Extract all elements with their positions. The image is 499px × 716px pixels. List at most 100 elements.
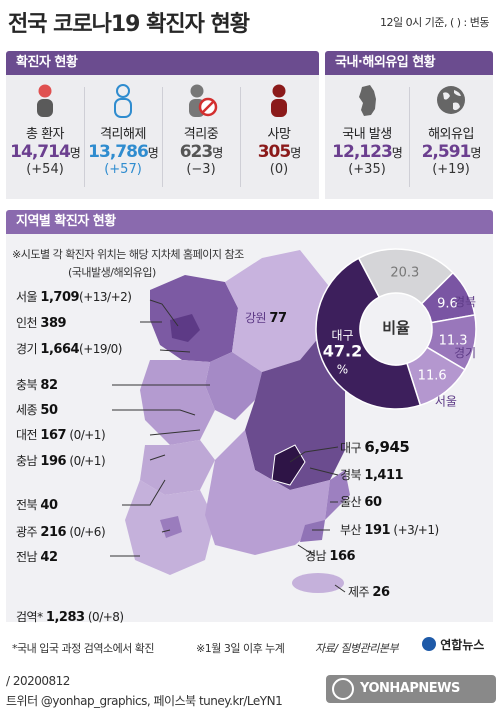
region-label-gyeongbuk: 경북 1,411: [340, 468, 404, 483]
pie-value-label: 20.3: [390, 266, 419, 281]
page-title: 전국 코로나19 확진자 현황: [8, 6, 250, 38]
watermark: YONHAPNEWS: [326, 675, 496, 703]
stat-deceased: 사망 305명 (0): [239, 83, 319, 177]
region-label-incheon: 인천 389: [16, 316, 67, 331]
stat-label: 해외유입: [428, 127, 474, 142]
stat-value: 14,714명: [10, 142, 81, 162]
site-note: ※시도별 각 확진자 위치는 해당 지차체 홈페이지 참조: [12, 248, 244, 261]
divider: [240, 87, 241, 187]
stat-change: (+19): [432, 162, 470, 177]
origin-section-header: 국내·해외유입 현황: [325, 51, 493, 75]
stat-domestic: 국내 발생 12,123명 (+35): [327, 83, 407, 177]
quarantine-footnote: *국내 입국 과정 검역소에서 확진: [12, 642, 155, 655]
stat-change: (+54): [26, 162, 64, 177]
pie-value-label: 47.2: [323, 341, 362, 360]
map-region-gwangju: [160, 516, 182, 538]
globe-icon: [437, 86, 465, 114]
divider: [409, 87, 410, 187]
divider: [84, 87, 85, 187]
region-label-gangwon: 강원 77: [245, 311, 287, 326]
map-region-jeonbuk: [140, 440, 215, 495]
stat-change: (+57): [104, 162, 142, 177]
stat-change: (+35): [348, 162, 386, 177]
divider: [162, 87, 163, 187]
region-label-jeonbuk: 전북 40: [16, 498, 58, 513]
region-label-quarantine: 검역* 1,283 (0/+8): [16, 610, 124, 625]
watermark-text: YONHAPNEWS: [360, 681, 460, 696]
stat-change: (−3): [186, 162, 216, 177]
map-region-jeju: [292, 573, 344, 593]
region-label-daegu: 대구 6,945: [340, 438, 410, 456]
stat-value: 305명: [257, 142, 302, 162]
confirmed-panel: 총 환자 14,714명 (+54) 격리해제 13,786명 (+57) 격리…: [6, 75, 319, 199]
stat-value: 13,786명: [88, 142, 159, 162]
title-emphasis: 코로나19: [53, 12, 140, 37]
region-label-gyeongnam: 경남 166: [305, 549, 356, 564]
region-label-ulsan: 울산 60: [340, 495, 382, 510]
brand-mark-icon: [422, 637, 436, 651]
watermark-logo-icon: [332, 678, 354, 700]
region-label-seoul: 서울 1,709(+13/+2): [16, 290, 132, 305]
stat-label: 사망: [267, 127, 291, 142]
title-suffix: 확진자 현황: [139, 12, 250, 37]
pie-slice-name: 경북: [454, 295, 476, 309]
korea-map-icon: [359, 85, 376, 116]
map-region-ulsan: [325, 470, 350, 520]
stat-value: 2,591명: [421, 142, 482, 162]
cumulative-footnote: ※1월 3일 이후 누계: [196, 642, 285, 655]
map-region-gangwon: [225, 250, 332, 372]
person-icon: [37, 84, 53, 117]
pie-slice-name: 서울: [435, 395, 457, 409]
map-region-gyeongnam: [205, 430, 330, 555]
stat-label: 격리중: [183, 127, 219, 142]
region-label-chungnam: 충남 196 (0/+1): [16, 454, 106, 469]
basis-note: 12일 0시 기준, ( ) : 변동: [380, 16, 489, 29]
stat-value: 623명: [179, 142, 224, 162]
deceased-person-icon: [271, 84, 287, 117]
stat-label: 격리해제: [100, 127, 146, 142]
stat-change: (0): [269, 162, 289, 177]
ratio-donut-chart: 9.6경북 11.3경기 11.6 서울 47.2대구% 20.3: [315, 248, 477, 410]
stat-label: 총 환자: [25, 127, 65, 142]
pie-slice: [315, 257, 422, 410]
stat-value: 12,123명: [332, 142, 403, 162]
region-label-jeju: 제주 26: [348, 585, 390, 600]
region-label-daejeon: 대전 167 (0/+1): [16, 428, 106, 443]
region-label-chungbuk: 충북 82: [16, 378, 58, 393]
pie-value-label: 9.6: [437, 296, 458, 311]
isolated-person-icon: [189, 84, 218, 117]
pie-value-label: 11.6: [418, 368, 447, 383]
region-label-jeonnam: 전남 42: [16, 550, 58, 565]
regional-section-header: 지역별 확진자 현황: [6, 210, 493, 234]
map-region-chungnam: [140, 360, 215, 445]
pie-slice: [357, 248, 454, 305]
map-region-daegu: [271, 444, 306, 486]
brand-logo: 연합뉴스: [422, 636, 484, 653]
released-person-icon: [114, 84, 132, 118]
donut-center-label: 비율: [382, 319, 410, 337]
stat-total: 총 환자 14,714명 (+54): [5, 83, 85, 177]
source-note: 자료/ 질병관리본부: [315, 642, 399, 655]
stat-label: 국내 발생: [342, 127, 392, 142]
origin-panel: 국내 발생 12,123명 (+35) 해외유입 2,591명 (+19): [325, 75, 493, 199]
confirmed-section-header: 확진자 현황: [6, 51, 319, 75]
pie-value-label: 11.3: [439, 333, 468, 348]
social-links: 트위터 @yonhap_graphics, 페이스북 tuney.kr/LeYN…: [6, 694, 283, 708]
legend-format-note: (국내발생/해외유입): [68, 266, 156, 279]
stat-imported: 해외유입 2,591명 (+19): [411, 83, 491, 177]
leader-lines: [110, 299, 346, 593]
region-label-gyeonggi: 경기 1,664(+19/0): [16, 342, 122, 357]
title-prefix: 전국: [8, 12, 54, 37]
region-label-gwangju: 광주 216 (0/+6): [16, 525, 106, 540]
region-label-sejong: 세종 50: [16, 403, 58, 418]
pie-slice-name: 대구: [331, 328, 353, 342]
map-region-busan: [300, 520, 325, 542]
stat-released: 격리해제 13,786명 (+57): [83, 83, 163, 177]
region-label-busan: 부산 191 (+3/+1): [340, 523, 439, 538]
stat-isolated: 격리중 623명 (−3): [161, 83, 241, 177]
pie-slice-name: 경기: [454, 346, 476, 360]
map-region-seoul: [170, 314, 200, 342]
pie-unit-label: %: [337, 362, 348, 376]
date-stamp: / 20200812: [6, 674, 70, 688]
